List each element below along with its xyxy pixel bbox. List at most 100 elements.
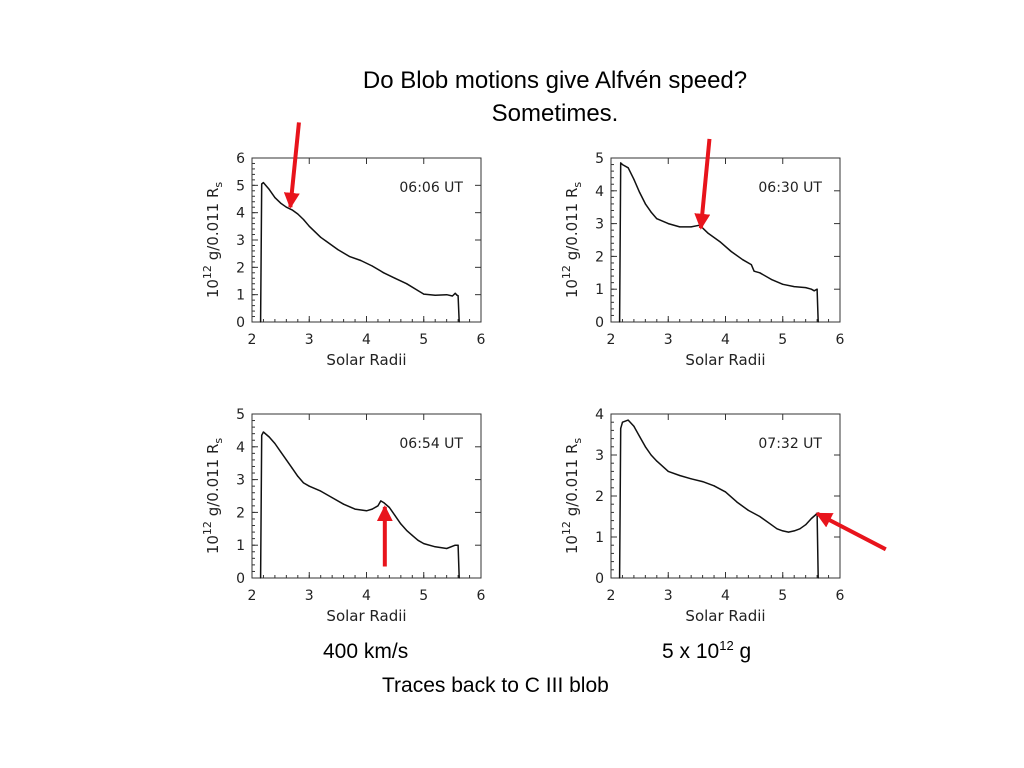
y-axis-base: 10 bbox=[204, 279, 222, 298]
data-point bbox=[650, 211, 652, 213]
data-point bbox=[411, 534, 413, 536]
speed-note: 400 km/s bbox=[323, 640, 409, 663]
y-axis-unit: g/0.011 R bbox=[204, 444, 222, 521]
data-point bbox=[308, 225, 310, 227]
data-point bbox=[291, 209, 293, 211]
data-point bbox=[320, 490, 322, 492]
data-point bbox=[707, 232, 709, 235]
y-tick-label: 6 bbox=[236, 151, 245, 167]
data-point bbox=[639, 435, 641, 438]
data-point bbox=[280, 202, 282, 204]
data-point bbox=[423, 542, 425, 545]
data-point bbox=[633, 178, 635, 180]
y-axis-title: 1012 g/0.011 Rs bbox=[201, 438, 225, 555]
y-tick-label: 4 bbox=[595, 407, 604, 423]
mass-note-suffix: g bbox=[733, 640, 752, 663]
data-point bbox=[644, 203, 646, 205]
x-axis-title: Solar Radii bbox=[326, 351, 406, 369]
data-point bbox=[679, 226, 681, 228]
data-point bbox=[618, 577, 621, 579]
data-point bbox=[770, 524, 772, 526]
time-annotation: 06:30 UT bbox=[758, 180, 822, 196]
data-point bbox=[810, 517, 812, 520]
data-point bbox=[656, 460, 658, 462]
data-point bbox=[417, 539, 419, 541]
data-point bbox=[320, 236, 322, 238]
data-point bbox=[434, 546, 436, 548]
data-point bbox=[337, 248, 339, 251]
data-point bbox=[650, 454, 652, 456]
data-point bbox=[805, 286, 807, 289]
x-tick-label: 3 bbox=[305, 332, 314, 348]
data-point bbox=[259, 321, 262, 323]
y-axis-base: 10 bbox=[563, 279, 581, 298]
data-point bbox=[713, 485, 715, 487]
y-axis-subscript: s bbox=[212, 182, 225, 188]
y-axis-subscript: s bbox=[571, 438, 584, 444]
data-point bbox=[400, 523, 402, 525]
data-point bbox=[302, 218, 305, 221]
data-point bbox=[787, 531, 790, 533]
x-tick-label: 6 bbox=[477, 588, 486, 604]
data-point bbox=[782, 530, 784, 532]
y-tick-label: 2 bbox=[595, 489, 604, 505]
data-point bbox=[730, 250, 732, 253]
y-tick-label: 2 bbox=[236, 260, 245, 276]
data-point bbox=[383, 272, 385, 274]
data-curve bbox=[618, 162, 819, 323]
x-tick-label: 6 bbox=[836, 588, 845, 604]
x-tick-label: 3 bbox=[664, 332, 673, 348]
x-axis-title: Solar Radii bbox=[685, 607, 765, 625]
data-point bbox=[261, 183, 263, 185]
data-point bbox=[618, 321, 621, 323]
data-point bbox=[816, 288, 818, 290]
data-point bbox=[759, 272, 761, 274]
data-point bbox=[405, 529, 408, 532]
x-tick-label: 2 bbox=[607, 588, 616, 604]
data-point bbox=[457, 544, 459, 546]
y-tick-label: 4 bbox=[236, 206, 245, 222]
y-axis-subscript: s bbox=[212, 438, 225, 444]
data-point bbox=[639, 191, 641, 194]
data-point bbox=[810, 288, 812, 290]
data-point bbox=[354, 508, 356, 510]
data-point bbox=[457, 295, 459, 297]
data-point bbox=[325, 240, 328, 242]
data-point bbox=[817, 577, 819, 579]
data-point bbox=[259, 577, 262, 579]
x-tick-label: 6 bbox=[836, 332, 845, 348]
data-point bbox=[793, 530, 795, 532]
x-tick-label: 4 bbox=[362, 588, 371, 604]
data-point bbox=[451, 295, 453, 297]
y-axis-title: 1012 g/0.011 Rs bbox=[201, 182, 225, 299]
y-tick-label: 0 bbox=[595, 315, 604, 331]
data-point bbox=[268, 436, 270, 438]
highlight-arrow bbox=[815, 511, 887, 552]
data-point bbox=[644, 446, 646, 448]
data-point bbox=[621, 421, 624, 423]
x-tick-label: 4 bbox=[362, 332, 371, 348]
data-point bbox=[458, 577, 460, 579]
y-axis-unit: g/0.011 R bbox=[563, 188, 581, 265]
y-axis-exponent: 12 bbox=[201, 265, 214, 279]
data-point bbox=[434, 294, 436, 296]
data-point bbox=[314, 231, 316, 233]
y-tick-label: 1 bbox=[595, 530, 604, 546]
time-annotation: 07:32 UT bbox=[758, 436, 822, 452]
time-annotation: 06:54 UT bbox=[399, 436, 463, 452]
mass-note-exponent: 12 bbox=[719, 638, 734, 653]
data-point bbox=[388, 506, 390, 509]
data-point bbox=[817, 321, 819, 323]
x-tick-label: 5 bbox=[778, 588, 787, 604]
x-tick-label: 2 bbox=[248, 332, 257, 348]
data-point bbox=[371, 265, 373, 267]
y-axis-base: 10 bbox=[204, 535, 222, 554]
data-point bbox=[268, 188, 270, 191]
mass-note-prefix: 5 x 10 bbox=[662, 640, 720, 663]
x-tick-label: 2 bbox=[248, 588, 257, 604]
y-tick-label: 4 bbox=[595, 184, 604, 200]
